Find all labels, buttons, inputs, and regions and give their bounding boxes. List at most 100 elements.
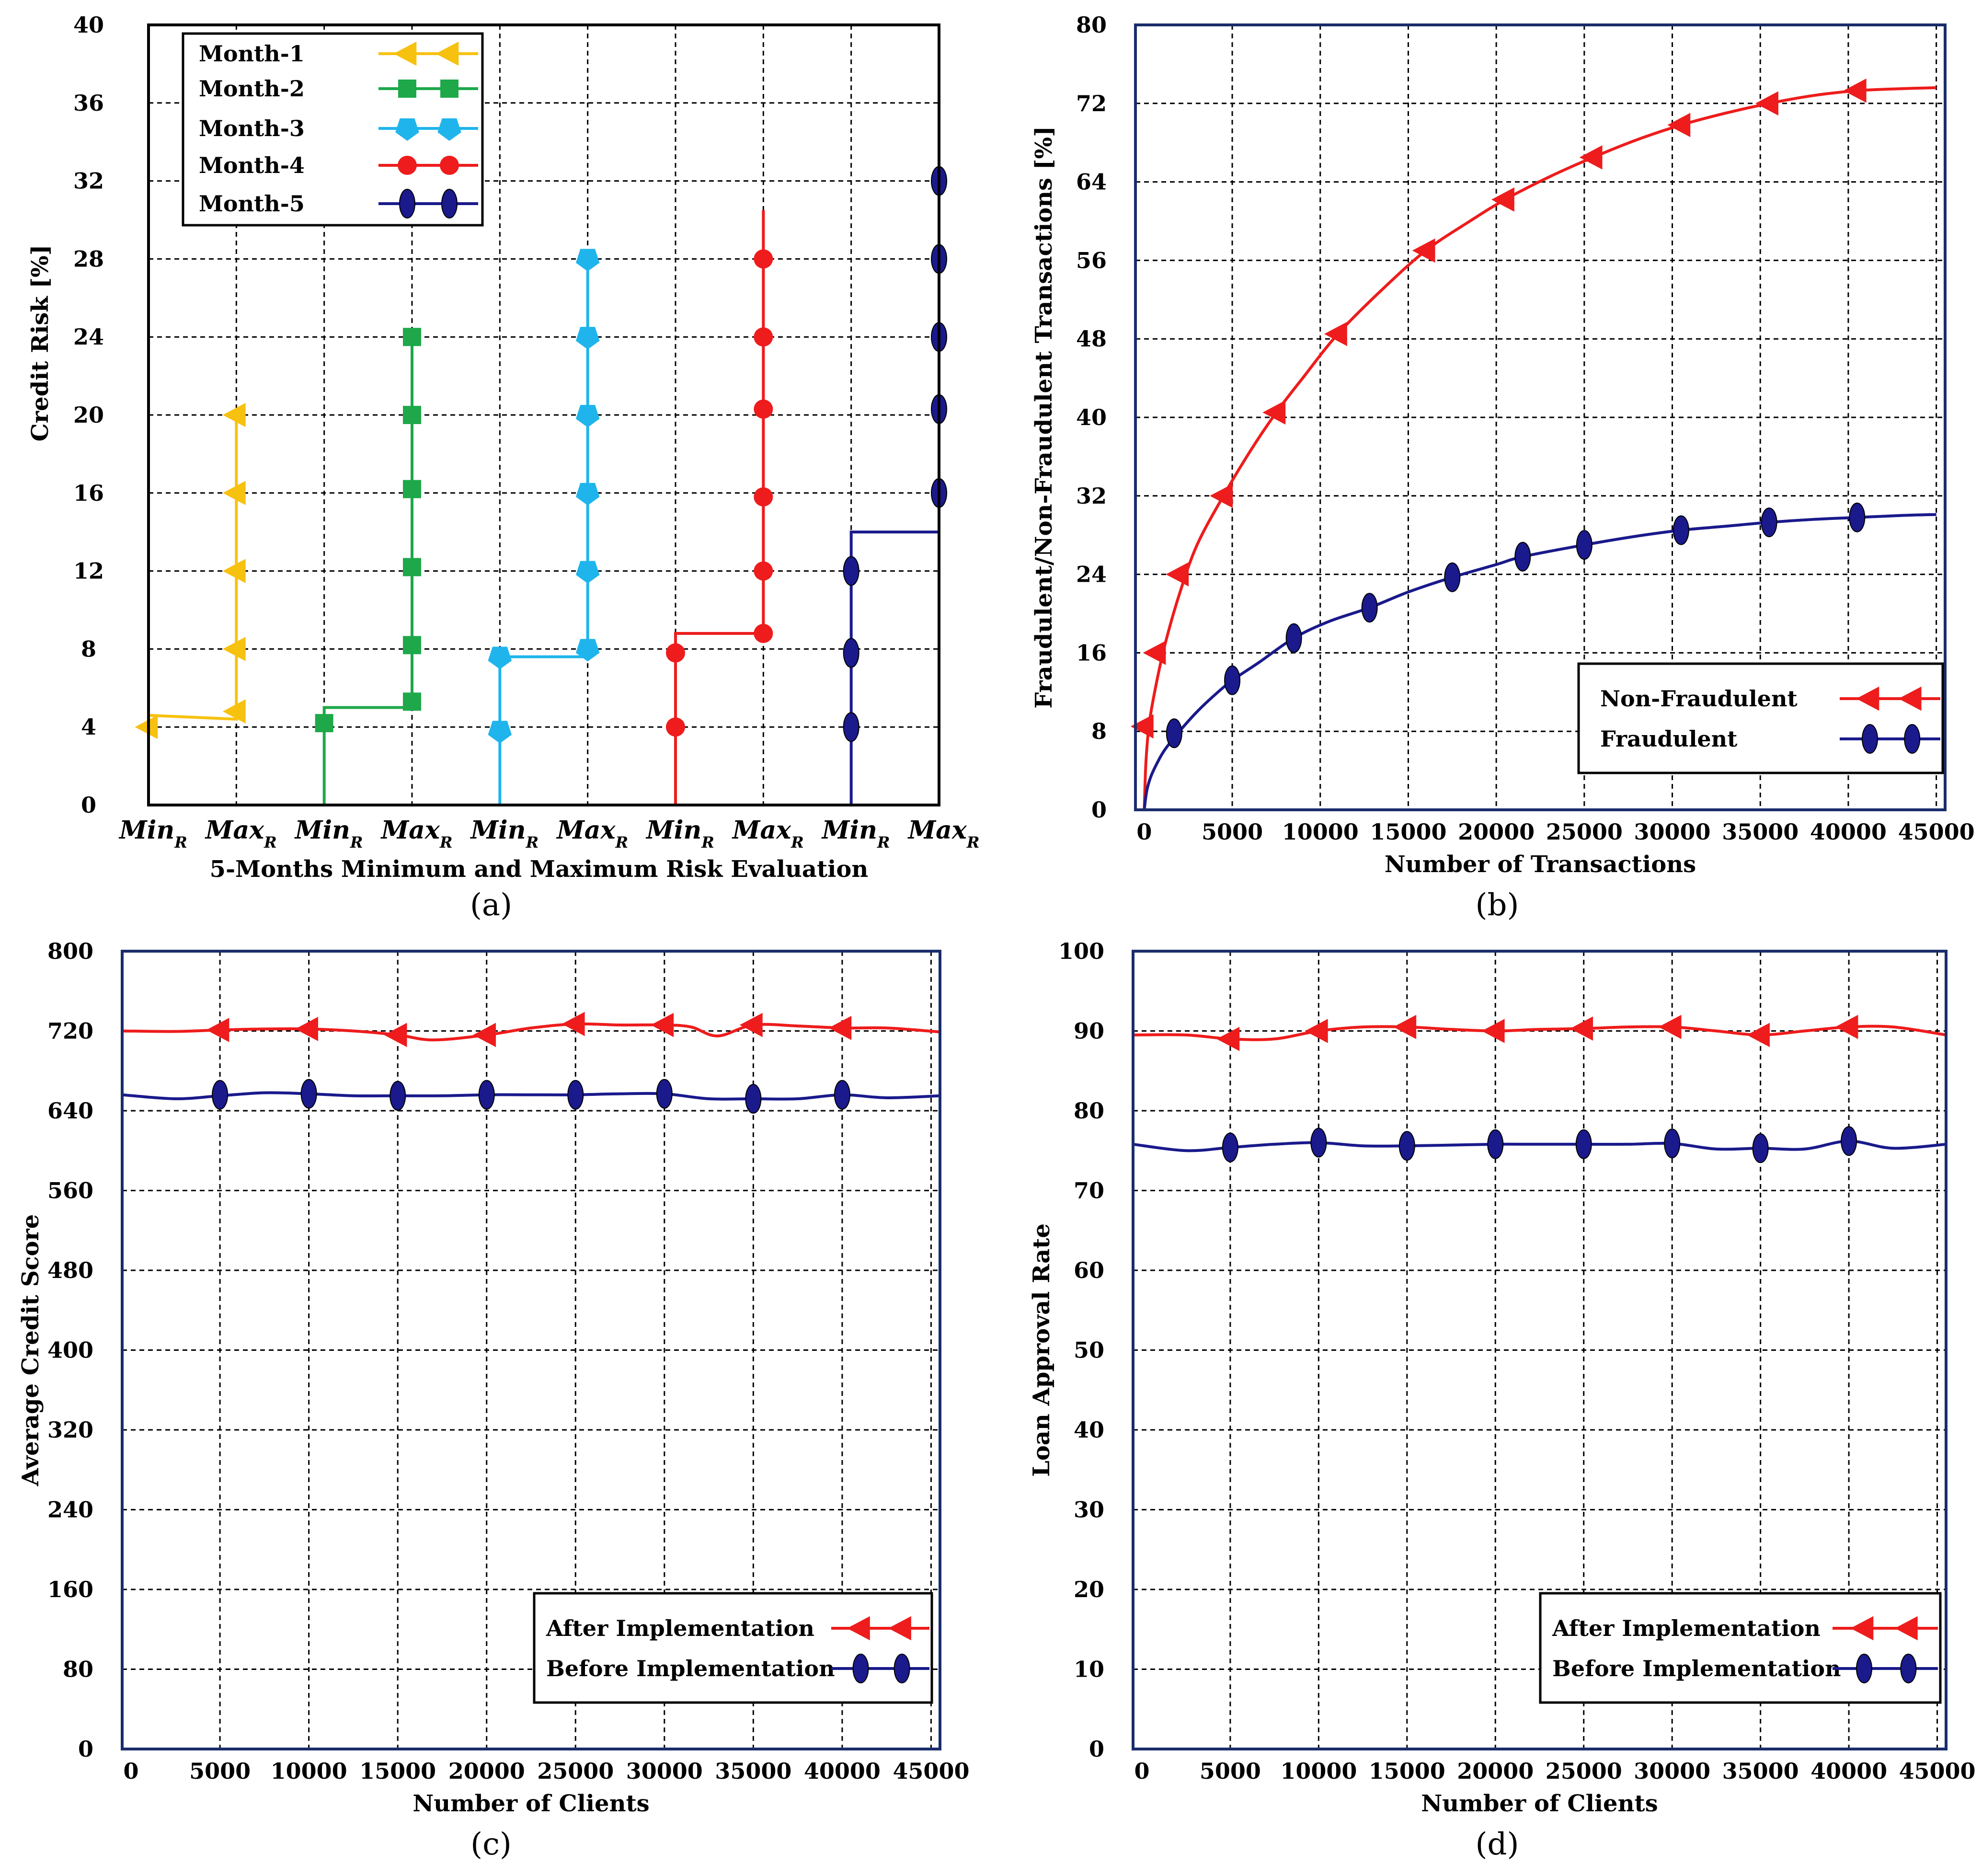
x-tick-label: 20000: [1458, 819, 1535, 845]
x-tick-label: 40000: [1810, 1758, 1887, 1784]
legend-marker-month-2: [398, 80, 416, 98]
series-line-before-implementation: [122, 1091, 940, 1101]
x-axis-title: Number of Clients: [1421, 1790, 1658, 1817]
y-axis-title: Loan Approval Rate: [1028, 1223, 1055, 1477]
x-tick-label: MaxR: [380, 816, 453, 852]
legend-label-month-5: Month-5: [199, 191, 305, 217]
legend-label-non-fraudulent: Non-Fraudulent: [1600, 686, 1798, 712]
x-tick-label: 30000: [1634, 819, 1711, 845]
data-point-non-fraudulent: [1579, 145, 1603, 170]
legend-box: [533, 1592, 933, 1704]
legend-marker-after-implementation: [1894, 1616, 1918, 1641]
y-tick-label: 24: [1076, 562, 1107, 587]
data-point-after-implementation: [1570, 1016, 1593, 1041]
data-point-before-implementation: [1664, 1128, 1681, 1159]
series-line-month-3: [498, 259, 589, 805]
y-tick-label: 10: [1074, 1657, 1104, 1682]
x-tick-label: 35000: [1722, 819, 1799, 845]
y-tick-label: 24: [73, 324, 104, 350]
data-point-fraudulent: [1444, 562, 1461, 592]
legend-marker-fraudulent: [1862, 724, 1878, 754]
data-point-month-3: [488, 646, 512, 669]
legend-box: [1577, 662, 1944, 774]
data-point-fraudulent: [1166, 718, 1182, 748]
x-tick-label: 45000: [893, 1758, 969, 1784]
data-point-after-implementation: [206, 1018, 229, 1042]
data-point-after-implementation: [828, 1015, 852, 1040]
series-line-non-fraudulent: [1143, 86, 1936, 810]
data-point-non-fraudulent: [1210, 483, 1233, 508]
y-axis-title: Fraudulent/Non-Fraudulent Transactions […: [1031, 126, 1057, 709]
x-tick-label: 10000: [1280, 1758, 1357, 1784]
x-tick-label: 5000: [189, 1758, 251, 1784]
data-point-fraudulent: [1576, 530, 1592, 560]
x-tick-label: 30000: [626, 1758, 703, 1784]
legend-marker-month-3: [395, 118, 419, 141]
x-tick-label: 15000: [1370, 819, 1446, 845]
legend-label-before-implementation: Before Implementation: [546, 1656, 835, 1681]
y-tick-label: 32: [1076, 483, 1107, 509]
legend-marker-month-4: [440, 156, 459, 175]
x-tick-label: 5000: [1200, 1758, 1261, 1784]
y-tick-label: 100: [1058, 938, 1104, 964]
y-tick-label: 16: [73, 480, 104, 506]
data-point-fraudulent: [1514, 541, 1531, 572]
data-point-after-implementation: [1481, 1019, 1505, 1043]
legend-marker-before-implementation: [1856, 1654, 1872, 1683]
panel-d: 0 10 20 30 40 50 60 70 80 90 100 0 5000 10000 15000 200…: [1028, 938, 1976, 1862]
panel-a: 0 4 8 12 16 20 24 28 32 36 40 MinR MaxR MinR MaxR MinR M…: [27, 12, 979, 923]
data-point-month-2: [403, 480, 421, 498]
data-point-after-implementation: [384, 1023, 407, 1047]
data-point-non-fraudulent: [1143, 641, 1166, 665]
legend-label-month-2: Month-2: [199, 76, 305, 102]
y-tick-label: 90: [1074, 1018, 1104, 1044]
data-point-non-fraudulent: [1412, 238, 1435, 263]
legend-marker-after-implementation: [888, 1616, 911, 1641]
data-point-before-implementation: [1575, 1129, 1592, 1159]
data-point-non-fraudulent: [1166, 562, 1189, 587]
data-point-month-4: [754, 327, 773, 347]
data-point-non-fraudulent: [1262, 400, 1286, 425]
data-point-month-2: [403, 692, 421, 711]
data-point-after-implementation: [473, 1023, 496, 1047]
data-point-before-implementation: [1752, 1133, 1769, 1163]
x-tick-label: 40000: [804, 1758, 881, 1784]
data-point-non-fraudulent: [1491, 187, 1514, 212]
x-tick-label: 10000: [1282, 819, 1359, 845]
data-point-month-4: [754, 399, 773, 419]
legend-marker-month-3: [437, 118, 461, 141]
x-tick-label: 20000: [448, 1758, 525, 1784]
data-point-fraudulent: [1849, 502, 1866, 532]
y-tick-label: 80: [63, 1657, 93, 1682]
data-point-month-3: [575, 327, 600, 350]
legend-label-month-3: Month-3: [199, 115, 305, 141]
x-tick-label: 25000: [1546, 819, 1623, 845]
x-tick-label: MaxR: [907, 816, 980, 852]
data-point-fraudulent: [1673, 515, 1689, 545]
x-tick-label: 25000: [1546, 1758, 1622, 1784]
data-point-after-implementation: [739, 1013, 763, 1037]
panel-c: 0 80 160 240 320 400 480 560 640 720 800 0 5000 10000…: [17, 938, 969, 1862]
legend-marker-after-implementation: [847, 1616, 870, 1641]
y-tick-label: 4: [81, 714, 96, 740]
data-point-month-4: [754, 487, 773, 506]
y-tick-label: 72: [1076, 91, 1107, 116]
y-tick-label: 28: [73, 246, 104, 272]
y-tick-label: 20: [1074, 1577, 1104, 1602]
y-tick-label: 12: [73, 558, 104, 584]
data-point-after-implementation: [651, 1013, 674, 1037]
x-axis-title: Number of Clients: [412, 1790, 649, 1817]
data-point-after-implementation: [561, 1012, 585, 1036]
legend-marker-month-4: [398, 156, 417, 175]
x-tick-label: 35000: [1722, 1758, 1799, 1784]
plot-frame: [1134, 23, 1947, 811]
series-line-month-4: [674, 210, 765, 805]
y-tick-label: 30: [1074, 1497, 1104, 1523]
series-line-month-1: [147, 415, 238, 805]
data-point-after-implementation: [1216, 1026, 1240, 1051]
data-point-month-4: [754, 623, 773, 643]
data-point-non-fraudulent: [1130, 714, 1154, 739]
legend-label-after-implementation: After Implementation: [546, 1615, 814, 1641]
data-point-month-5: [843, 638, 859, 668]
